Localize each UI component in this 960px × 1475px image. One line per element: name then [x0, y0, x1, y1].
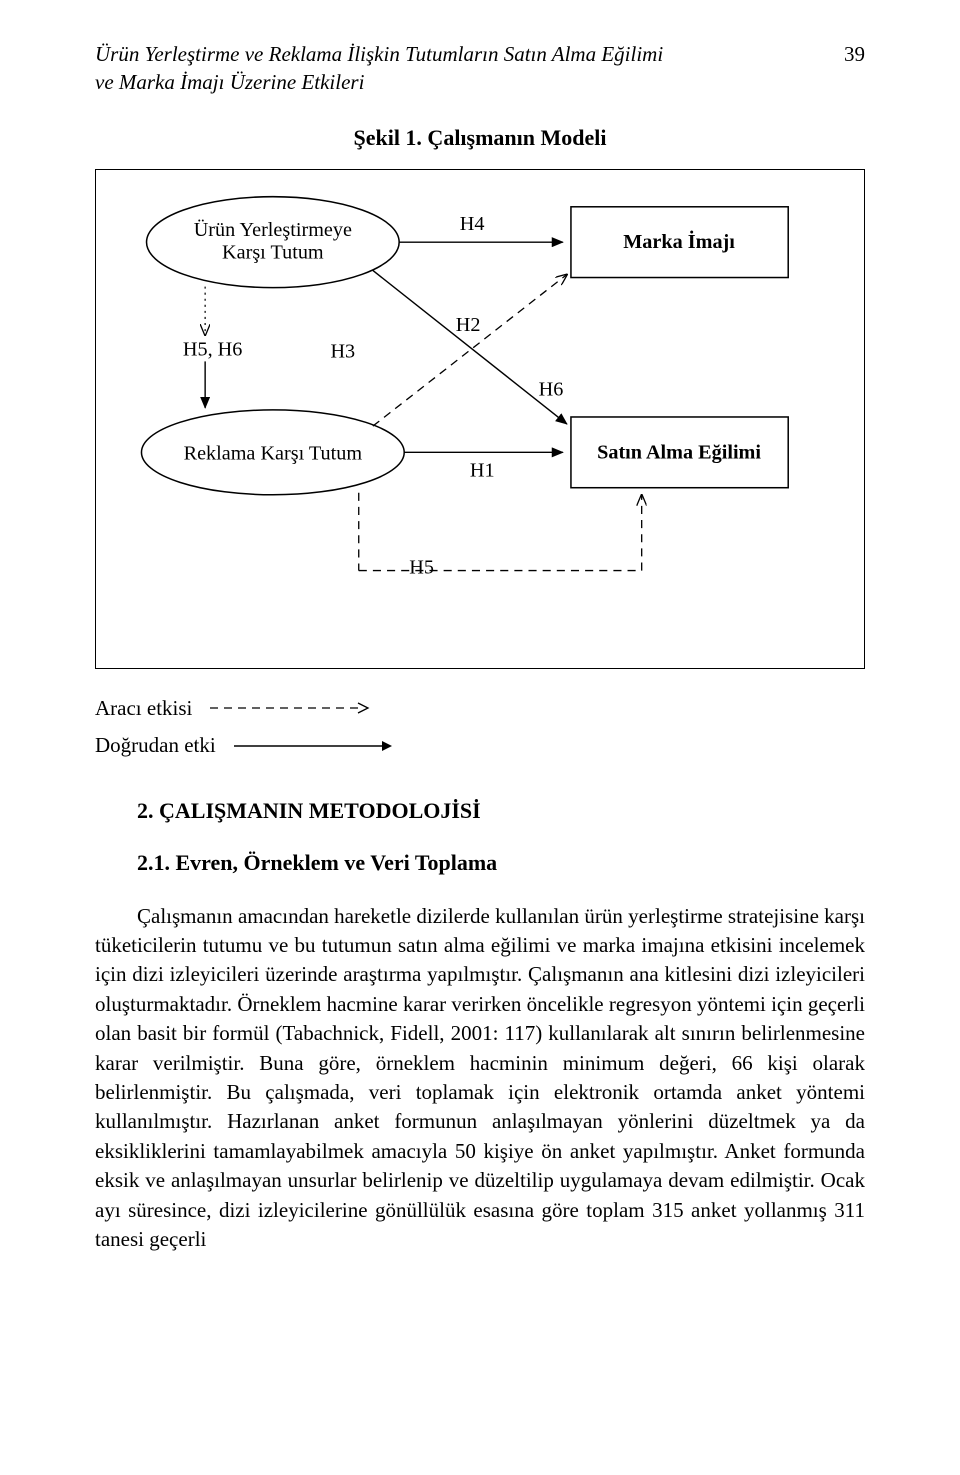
- legend-arrow-dashed-icon: [210, 700, 370, 716]
- node-label: Ürün Yerleştirmeye: [194, 218, 352, 241]
- page-header: Ürün Yerleştirme ve Reklama İlişkin Tutu…: [95, 40, 865, 97]
- subsection-heading: 2.1. Evren, Örneklem ve Veri Toplama: [95, 850, 865, 876]
- node-label: Karşı Tutum: [222, 241, 324, 263]
- model-diagram: Ürün Yerleştirmeye Karşı Tutum Marka İma…: [95, 169, 865, 669]
- running-title: Ürün Yerleştirme ve Reklama İlişkin Tutu…: [95, 40, 663, 97]
- body-paragraph: Çalışmanın amacından hareketle dizilerde…: [95, 902, 865, 1255]
- legend-label-mediator: Aracı etkisi: [95, 693, 192, 725]
- page-number: 39: [844, 40, 865, 68]
- legend-arrow-solid-icon: [234, 738, 394, 754]
- section-heading: 2. ÇALIŞMANIN METODOLOJİSİ: [95, 798, 865, 824]
- diagram-legend: Aracı etkisi Doğrudan etki: [95, 693, 865, 762]
- edge-h6: [373, 274, 567, 426]
- header-line2: ve Marka İmajı Üzerine Etkileri: [95, 70, 364, 94]
- node-label: Satın Alma Eğilimi: [597, 441, 761, 463]
- figure-caption: Şekil 1. Çalışmanın Modeli: [95, 125, 865, 151]
- anchor-h5h6-label: H5, H6: [183, 338, 243, 360]
- edge-h2: [373, 270, 567, 424]
- legend-label-direct: Doğrudan etki: [95, 730, 216, 762]
- edge-h5-label: H5: [409, 556, 434, 578]
- edge-h1-label: H1: [470, 459, 495, 481]
- legend-row-direct: Doğrudan etki: [95, 730, 865, 762]
- node-label: Reklama Karşı Tutum: [184, 442, 363, 464]
- edge-h6-label: H6: [539, 378, 564, 400]
- legend-row-mediator: Aracı etkisi: [95, 693, 865, 725]
- edge-h2-label: H2: [456, 314, 481, 336]
- header-line1: Ürün Yerleştirme ve Reklama İlişkin Tutu…: [95, 42, 663, 66]
- node-label: Marka İmajı: [623, 229, 735, 253]
- edge-h3-label: H3: [330, 340, 355, 362]
- edge-h4-label: H4: [460, 213, 485, 235]
